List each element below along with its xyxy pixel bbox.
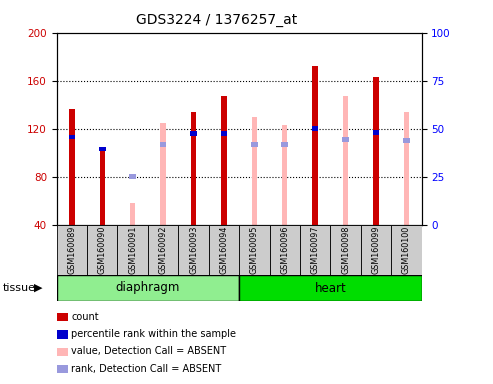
Text: GSM160095: GSM160095 (250, 225, 259, 274)
Bar (373, 77, 379, 225)
Bar (209, 225, 239, 275)
Bar (313, 66, 318, 225)
Bar (100, 149, 105, 225)
Text: GSM160091: GSM160091 (128, 225, 137, 274)
Bar (178, 225, 209, 275)
Text: GSM160090: GSM160090 (98, 225, 107, 274)
Bar (160, 122, 166, 225)
Text: GSM160100: GSM160100 (402, 225, 411, 274)
Bar (69, 109, 74, 225)
Text: value, Detection Call = ABSENT: value, Detection Call = ABSENT (71, 346, 227, 356)
Text: diaphragm: diaphragm (116, 281, 180, 295)
Bar (239, 275, 422, 301)
Bar (330, 225, 361, 275)
Text: tissue: tissue (2, 283, 35, 293)
Text: rank, Detection Call = ABSENT: rank, Detection Call = ABSENT (71, 364, 222, 374)
Bar (282, 125, 287, 225)
Text: GSM160097: GSM160097 (311, 225, 319, 274)
Bar (117, 225, 148, 275)
Bar (361, 225, 391, 275)
Text: count: count (71, 312, 99, 322)
Bar (312, 126, 318, 131)
Bar (251, 117, 257, 225)
Text: GSM160089: GSM160089 (68, 225, 76, 274)
Bar (342, 137, 349, 142)
Bar (87, 225, 117, 275)
Text: GDS3224 / 1376257_at: GDS3224 / 1376257_at (136, 13, 298, 27)
Text: GSM160092: GSM160092 (159, 225, 168, 274)
Bar (99, 147, 106, 151)
Bar (391, 225, 422, 275)
Bar (160, 142, 167, 147)
Text: GSM160096: GSM160096 (280, 225, 289, 274)
Bar (239, 225, 270, 275)
Bar (129, 174, 136, 179)
Bar (221, 96, 227, 225)
Bar (343, 96, 348, 225)
Text: ▶: ▶ (34, 283, 42, 293)
Text: heart: heart (315, 281, 346, 295)
Text: GSM160099: GSM160099 (371, 225, 381, 274)
Bar (403, 138, 410, 143)
Text: GSM160098: GSM160098 (341, 225, 350, 274)
Bar (69, 135, 75, 139)
Bar (190, 131, 197, 136)
Bar (373, 130, 379, 135)
Bar (220, 131, 227, 136)
Bar (148, 225, 178, 275)
Bar (57, 225, 87, 275)
Bar (270, 225, 300, 275)
Bar (251, 142, 258, 147)
Bar (130, 203, 136, 225)
Bar (57, 275, 239, 301)
Bar (282, 142, 288, 147)
Text: percentile rank within the sample: percentile rank within the sample (71, 329, 237, 339)
Text: GSM160093: GSM160093 (189, 225, 198, 274)
Text: GSM160094: GSM160094 (219, 225, 228, 274)
Bar (404, 112, 409, 225)
Bar (191, 112, 196, 225)
Bar (300, 225, 330, 275)
